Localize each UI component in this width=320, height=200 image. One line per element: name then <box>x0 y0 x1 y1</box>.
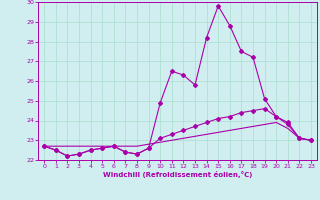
X-axis label: Windchill (Refroidissement éolien,°C): Windchill (Refroidissement éolien,°C) <box>103 171 252 178</box>
